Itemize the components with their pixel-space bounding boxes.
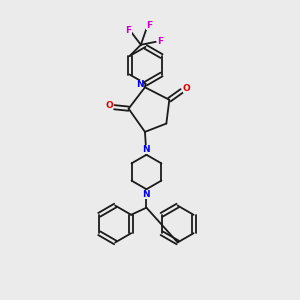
Text: N: N <box>142 145 150 154</box>
Text: O: O <box>183 84 190 93</box>
Text: F: F <box>146 21 152 30</box>
Text: N: N <box>142 190 150 199</box>
Text: F: F <box>125 26 131 35</box>
Text: F: F <box>157 37 163 46</box>
Text: O: O <box>105 101 113 110</box>
Text: N: N <box>136 80 143 89</box>
